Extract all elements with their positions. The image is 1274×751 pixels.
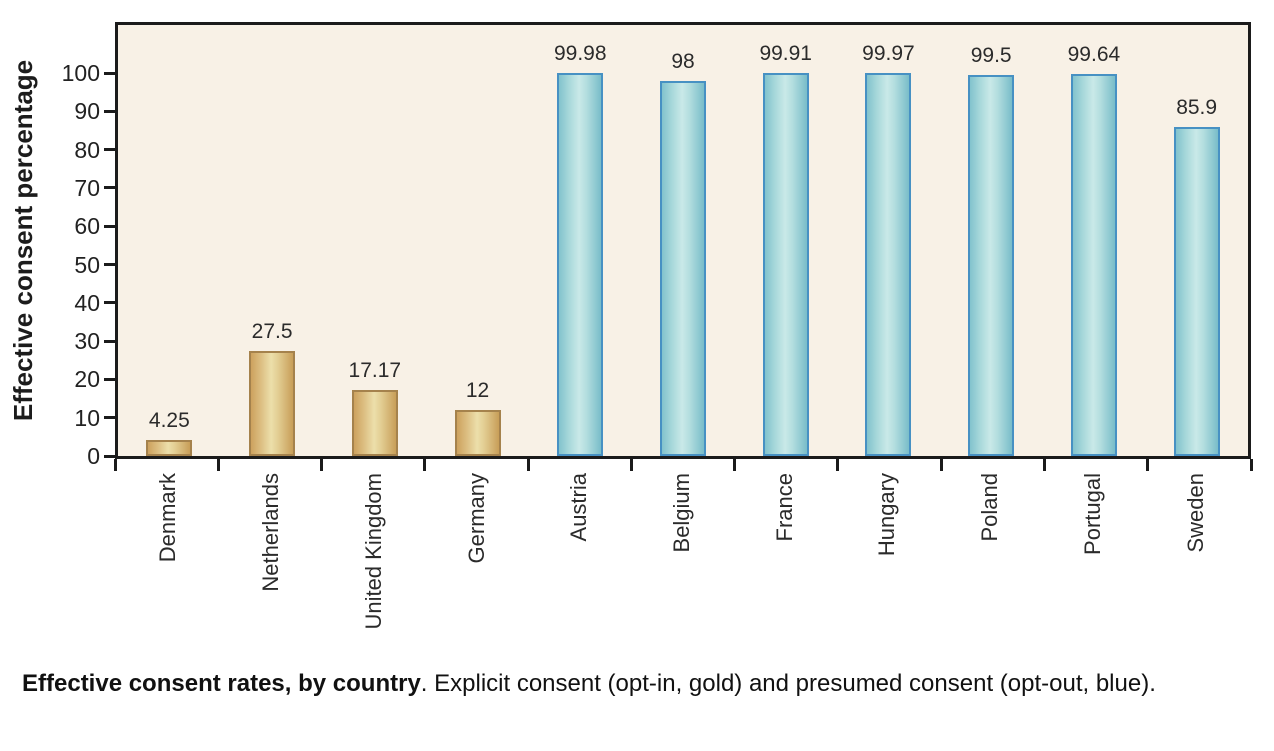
x-tick-mark <box>320 459 324 471</box>
y-tick-mark <box>104 454 115 458</box>
bar-sweden <box>1173 127 1220 456</box>
y-tick-label-70: 70 <box>74 174 100 201</box>
x-category-label-germany: Germany <box>463 473 489 564</box>
bar-denmark <box>146 440 193 456</box>
x-tick-mark <box>1249 459 1253 471</box>
y-tick-mark <box>104 301 115 305</box>
bar-value-label-germany: 12 <box>465 379 490 402</box>
y-tick-label-80: 80 <box>74 136 100 163</box>
x-tick-mark <box>629 459 633 471</box>
bar-value-label-hungary: 99.97 <box>862 42 915 65</box>
x-category-label-belgium: Belgium <box>669 473 694 553</box>
x-category-label-portugal: Portugal <box>1079 473 1105 555</box>
bar-united-kingdom <box>351 390 398 456</box>
x-category-label-united-kingdom: United Kingdom <box>360 473 386 630</box>
y-tick-label-100: 100 <box>61 60 100 86</box>
x-category-label-austria: Austria <box>566 473 592 542</box>
x-category-label-netherlands: Netherlands <box>258 473 284 592</box>
y-tick-mark <box>104 263 115 266</box>
bar-france <box>762 73 809 456</box>
x-tick-mark <box>526 459 530 471</box>
y-tick-label-0: 0 <box>87 443 100 469</box>
x-category-label-denmark: Denmark <box>155 473 181 563</box>
bar-netherlands <box>249 351 296 456</box>
bar-hungary <box>865 73 912 456</box>
bar-value-label-sweden: 85.9 <box>1176 96 1218 119</box>
y-tick-mark <box>104 186 115 190</box>
x-category-label-poland: Poland <box>977 473 1003 542</box>
y-tick-label-50: 50 <box>74 251 100 278</box>
bar-value-label-united-kingdom: 17.17 <box>348 359 402 382</box>
x-tick-mark <box>733 459 737 471</box>
bar-value-label-netherlands: 27.5 <box>251 320 293 343</box>
y-tick-label-60: 60 <box>74 213 100 240</box>
x-category-label-france: France <box>771 473 797 542</box>
y-tick-label-10: 10 <box>74 404 100 431</box>
y-tick-mark <box>104 71 115 75</box>
caption-description: . Explicit consent (opt-in, gold) and pr… <box>420 670 1156 697</box>
bar-value-label-denmark: 4.25 <box>148 409 190 432</box>
bar-austria <box>557 73 604 456</box>
x-tick-mark <box>836 459 840 471</box>
y-tick-label-90: 90 <box>74 98 100 125</box>
y-tick-mark <box>104 339 115 343</box>
x-tick-mark <box>1146 459 1150 471</box>
bar-value-label-poland: 99.5 <box>970 44 1012 67</box>
y-tick-label-30: 30 <box>74 328 100 355</box>
bar-germany <box>454 410 501 456</box>
x-tick-mark <box>1042 459 1046 471</box>
x-tick-mark <box>423 459 427 471</box>
bar-value-label-portugal: 99.64 <box>1067 43 1121 66</box>
x-tick-mark <box>113 459 117 471</box>
y-tick-mark <box>104 148 115 152</box>
bar-value-label-austria: 99.98 <box>553 42 607 65</box>
y-axis-title: Effective consent percentage <box>0 22 48 459</box>
figure-caption: Effective consent rates, by country. Exp… <box>22 666 1237 702</box>
bar-belgium <box>660 81 706 456</box>
y-tick-label-20: 20 <box>74 366 100 393</box>
caption-title: Effective consent rates, by country <box>22 670 421 697</box>
bar-poland <box>968 75 1015 456</box>
bar-value-label-france: 99.91 <box>759 42 812 65</box>
bar-portugal <box>1070 74 1117 456</box>
x-category-label-hungary: Hungary <box>874 473 900 557</box>
y-tick-mark <box>104 416 115 420</box>
x-tick-mark <box>216 459 220 471</box>
y-tick-mark <box>104 109 115 113</box>
x-tick-mark <box>939 459 943 471</box>
bar-value-label-belgium: 98 <box>671 50 695 73</box>
x-category-label-sweden: Sweden <box>1182 473 1208 553</box>
y-tick-mark <box>104 377 115 381</box>
y-tick-label-40: 40 <box>74 289 100 316</box>
y-tick-mark <box>104 224 115 228</box>
